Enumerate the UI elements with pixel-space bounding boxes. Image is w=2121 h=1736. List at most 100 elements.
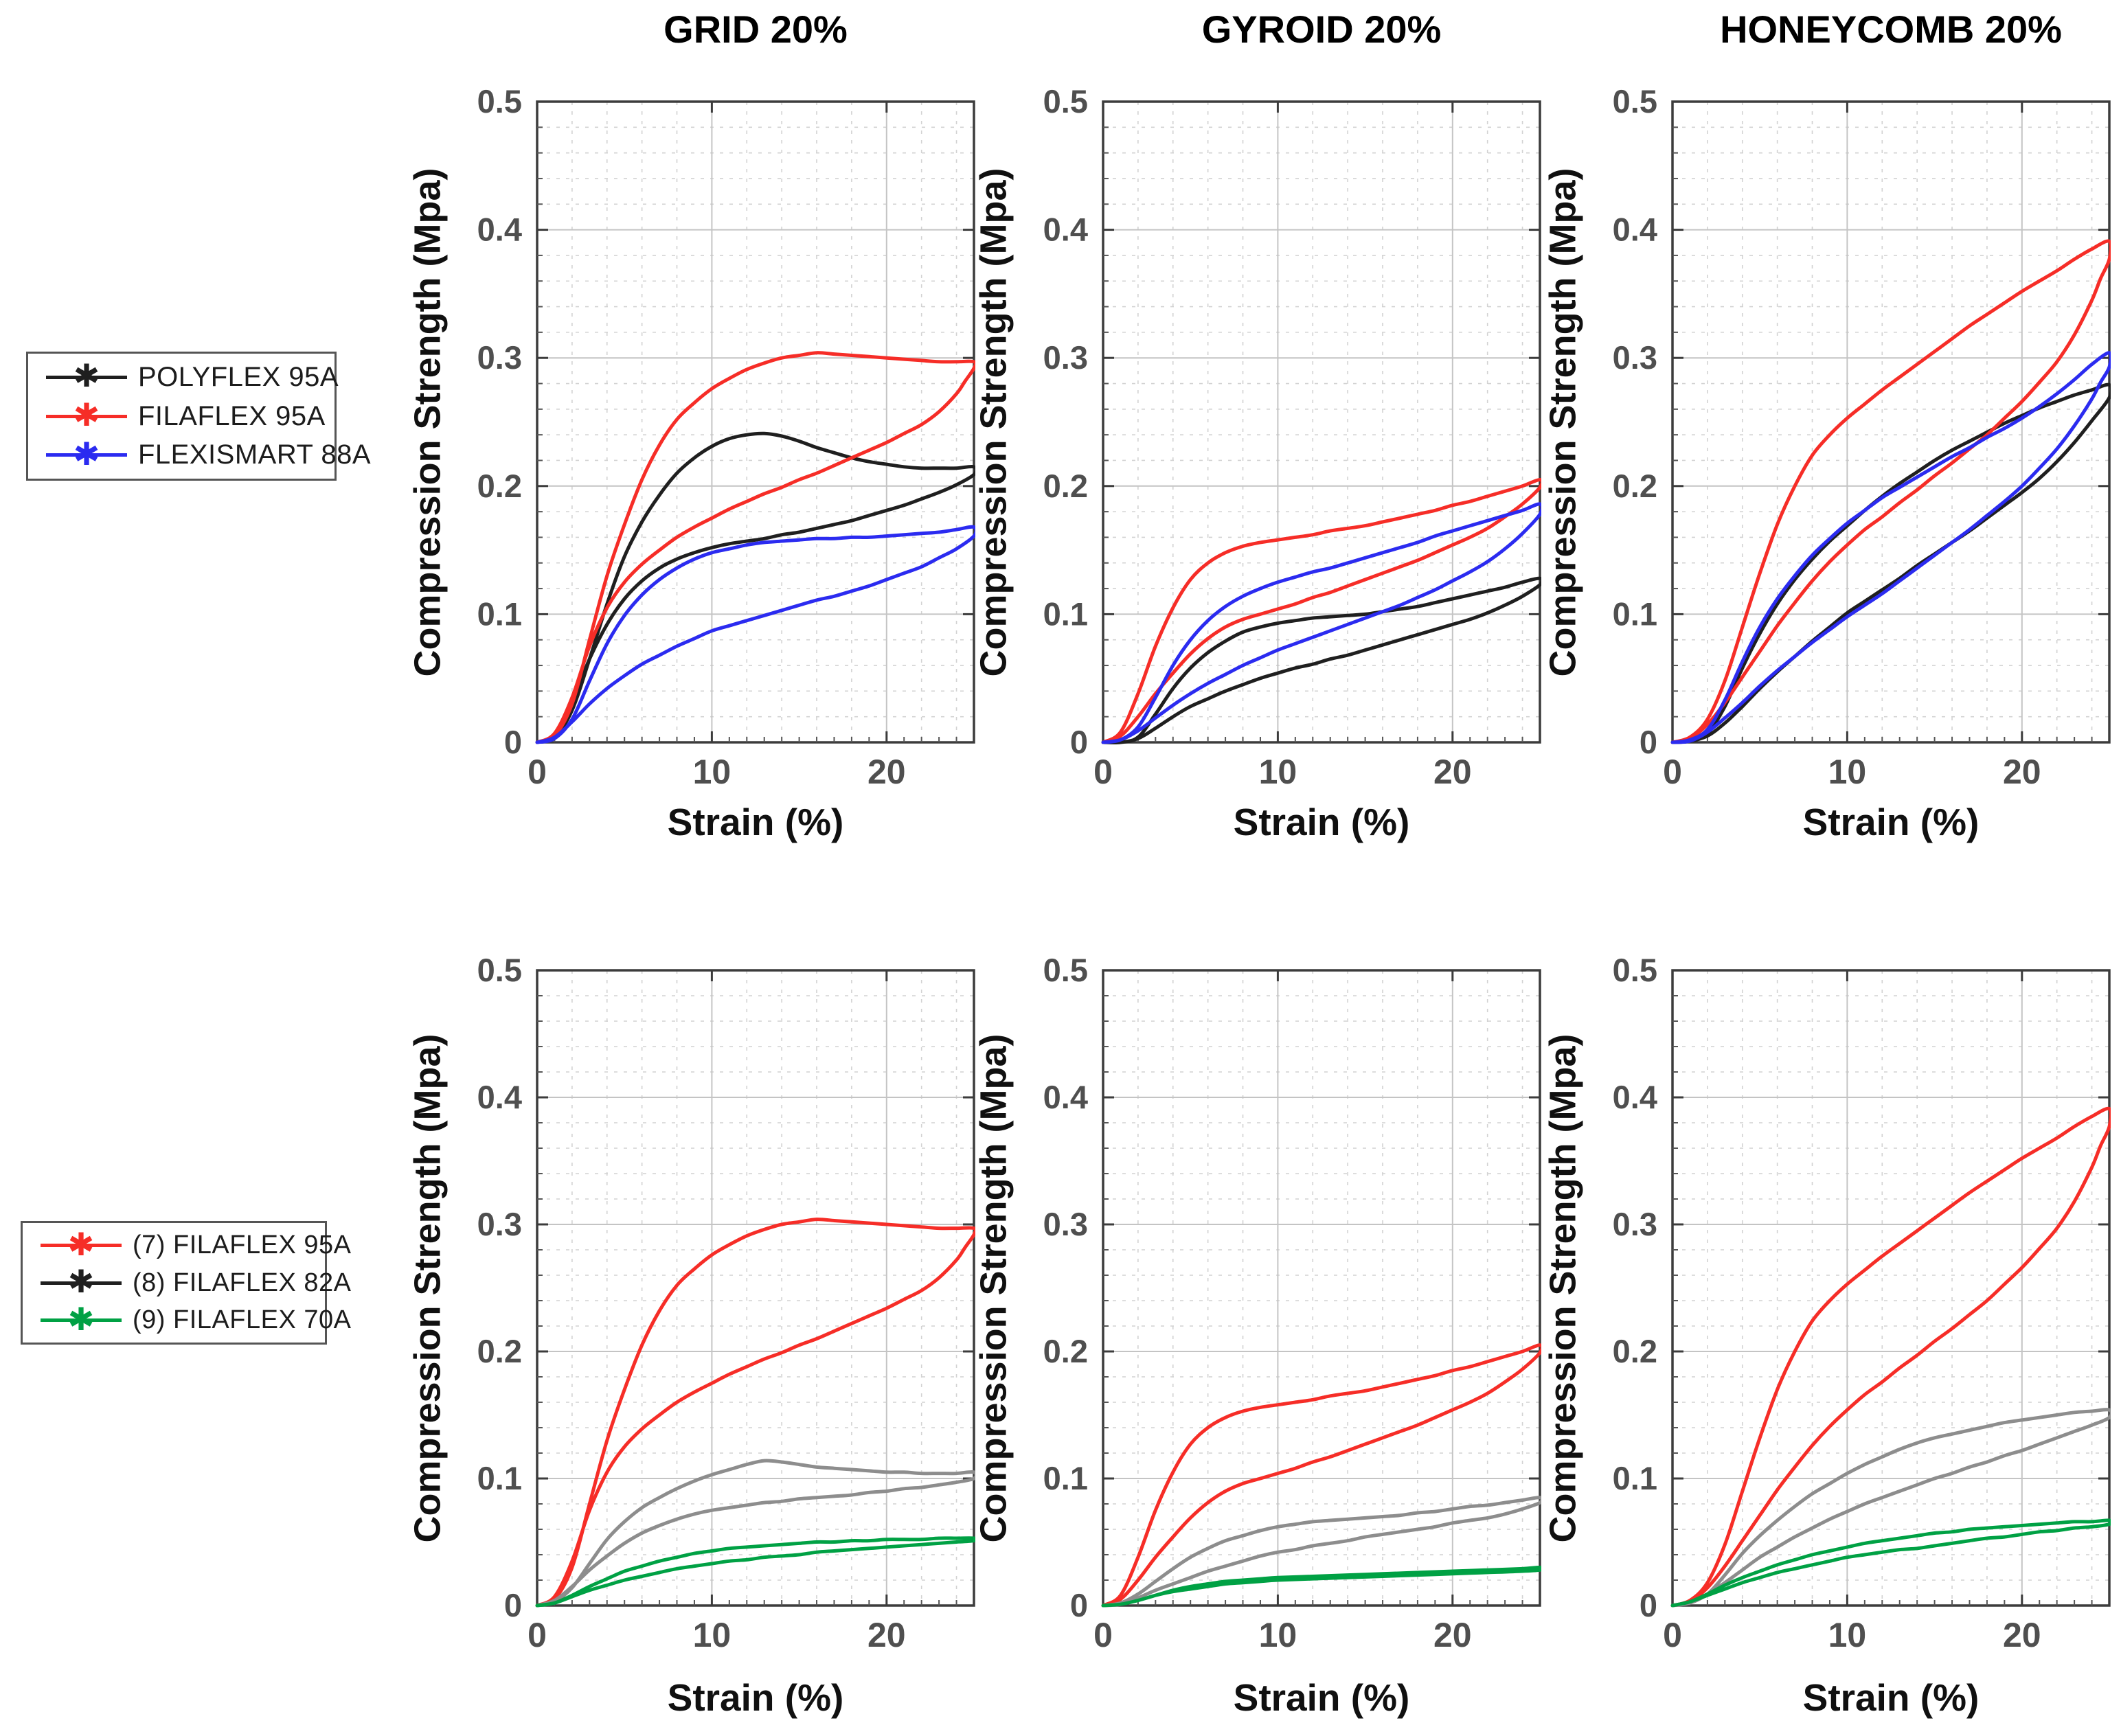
legend-line [41,1281,122,1285]
legend-label: FILAFLEX 95A [138,400,326,431]
asterisk-marker-icon: ✱ [73,397,100,433]
legend-item-filaflex-95a: ✱ FILAFLEX 95A [46,397,334,433]
y-tick-label: 0.4 [1043,1079,1088,1115]
y-tick-label: 0.3 [477,339,522,376]
y-tick-label: 0.5 [1613,952,1657,988]
legend-item-polyflex-95a: ✱ POLYFLEX 95A [46,358,339,394]
y-tick-label: 0.3 [1043,1206,1088,1242]
series-curve-polyflex-95a [535,431,975,744]
series-curve-filaflex-95a [535,351,975,744]
x-tick-label: 0 [1663,753,1682,791]
legend-label: (9) FILAFLEX 70A [133,1305,352,1334]
y-tick-label: 0.1 [1613,595,1657,632]
x-axis-label: Strain (%) [1233,801,1410,843]
y-tick-label: 0.2 [477,1333,522,1369]
x-tick-label: 20 [867,753,906,791]
legend-bottom: ✱ (7) FILAFLEX 95A ✱ (8) FILAFLEX 82A ✱ … [21,1221,351,1345]
series-curve-flexismart-88a [535,525,975,744]
y-tick-label: 0.1 [1043,595,1088,632]
y-tick-label: 0.4 [477,212,522,248]
x-tick-label: 20 [2003,753,2041,791]
legend-line [41,1318,122,1322]
series-curve-filaflex-95a [1101,478,1541,744]
y-tick-label: 0.5 [1613,83,1657,119]
x-tick-label: 20 [2003,1616,2041,1654]
plot-area: 0 10 20 0 0.1 0.2 0.3 0.4 0.5 [477,83,975,791]
legend-label: POLYFLEX 95A [138,361,339,392]
y-tick-label: 0.3 [1043,339,1088,376]
legend-line [46,414,127,418]
chart-grid-20-materials: GRID 20% Compression Strength (Mpa) 0 10 2… [385,0,975,879]
series-curve-9-filaflex-70a [1670,1518,2111,1608]
x-tick-label: 20 [1433,753,1472,791]
y-tick-label: 0 [1070,1587,1088,1623]
legend-line-swatch: ✱ [46,358,127,394]
plot-area: 0 10 20 0 0.1 0.2 0.3 0.4 0.5 [1613,83,2111,791]
legend-item-flexismart-88a: ✱ FLEXISMART 88A [46,435,371,472]
y-tick-label: 0.1 [1043,1460,1088,1496]
x-axis-label: Strain (%) [667,1676,844,1719]
legend-top: ✱ POLYFLEX 95A ✱ FILAFLEX 95A ✱ FLEXISMA… [26,352,371,481]
y-tick-label: 0.4 [1043,212,1088,248]
y-tick-label: 0.1 [477,1460,522,1496]
series-curve-filaflex-95a [1670,239,2111,744]
series-curve-8-filaflex-82a [1101,1496,1541,1608]
legend-line [46,375,127,379]
legend-label: FLEXISMART 88A [138,439,371,470]
chart-title: GRID 20% [663,8,848,51]
x-axis-label: Strain (%) [1802,801,1980,843]
axis-frame [1102,969,1541,1607]
legend-line-swatch: ✱ [41,1226,122,1262]
series-curve-9-filaflex-70a [1101,1565,1541,1608]
y-tick-label: 0.4 [1613,1079,1657,1115]
asterisk-marker-icon: ✱ [73,435,100,472]
y-tick-label: 0.2 [1043,1333,1088,1369]
series-curve-8-filaflex-82a [1670,1408,2111,1608]
x-tick-label: 20 [867,1616,906,1654]
x-tick-label: 10 [693,753,731,791]
plot-area: 0 10 20 0 0.1 0.2 0.3 0.4 0.5 [477,952,975,1654]
chart-title: GYROID 20% [1201,8,1442,51]
legend-label: (8) FILAFLEX 82A [133,1268,352,1297]
x-tick-label: 10 [1828,753,1867,791]
legend-line-swatch: ✱ [41,1303,122,1336]
axis-frame [1102,100,1541,744]
series-curve-polyflex-95a [1101,576,1541,745]
legend-line-swatch: ✱ [46,397,127,433]
y-tick-label: 0.3 [1613,339,1657,376]
axis-frame [536,969,975,1607]
legend-item-8-filaflex-82a: ✱ (8) FILAFLEX 82A [41,1264,351,1300]
chart-gyroid-20-filaflex: Compression Strength (Mpa) 0 10 20 0 0.1 0.2 0… [951,879,1541,1736]
y-tick-label: 0.3 [1613,1206,1657,1242]
y-tick-label: 0.2 [1613,1333,1657,1369]
asterisk-marker-icon: ✱ [67,1226,95,1262]
x-tick-label: 0 [528,753,547,791]
plot-area: 0 10 20 0 0.1 0.2 0.3 0.4 0.5 [1043,952,1541,1654]
x-tick-label: 10 [693,1616,731,1654]
y-tick-label: 0 [1640,1587,1657,1623]
x-tick-label: 0 [1093,753,1113,791]
asterisk-marker-icon: ✱ [67,1264,95,1300]
y-tick-label: 0 [1640,724,1657,760]
legend-item-9-filaflex-70a: ✱ (9) FILAFLEX 70A [41,1303,351,1336]
x-axis-label: Strain (%) [1233,1676,1410,1719]
y-tick-label: 0.1 [477,595,522,632]
y-tick-label: 0.5 [477,952,522,988]
y-tick-label: 0 [1070,724,1088,760]
series-curve-7-filaflex-95a [1670,1106,2111,1608]
series-curve-9-filaflex-70a [535,1536,975,1608]
series-curve-7-filaflex-95a [535,1218,975,1608]
y-tick-label: 0.4 [1613,212,1657,248]
x-tick-label: 10 [1259,1616,1297,1654]
chart-title: HONEYCOMB 20% [1720,8,2062,51]
y-tick-label: 0.2 [1043,468,1088,504]
legend-line-swatch: ✱ [41,1264,122,1300]
y-tick-label: 0.1 [1613,1460,1657,1496]
asterisk-marker-icon: ✱ [73,358,100,394]
x-tick-label: 0 [1093,1616,1113,1654]
y-tick-label: 0.5 [1043,83,1088,119]
legend-item-7-filaflex-95a: ✱ (7) FILAFLEX 95A [41,1226,351,1262]
x-tick-label: 0 [1663,1616,1682,1654]
